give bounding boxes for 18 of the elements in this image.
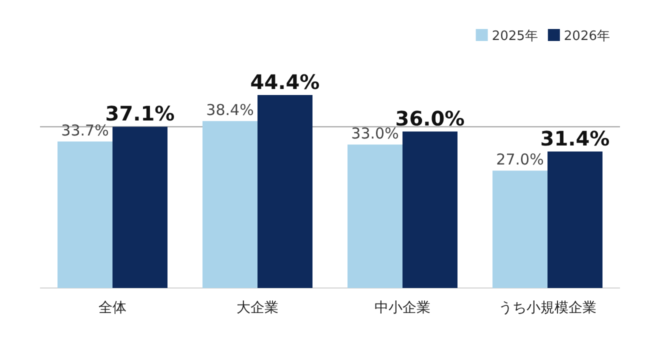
bar — [112, 126, 168, 288]
data-label: 44.4% — [250, 70, 320, 94]
bar — [258, 95, 312, 288]
x-tick-label: 全体 — [98, 300, 126, 316]
legend-label: 2026年 — [564, 29, 610, 44]
bar — [548, 152, 602, 288]
data-label: 31.4% — [540, 126, 610, 151]
bar — [492, 170, 548, 288]
data-label: 27.0% — [496, 150, 544, 169]
bar — [348, 144, 402, 288]
legend-label: 2025年 — [492, 29, 538, 44]
x-tick-label: うち小規模企業 — [498, 300, 596, 316]
data-label: 38.4% — [206, 101, 254, 120]
bar — [58, 142, 112, 288]
x-tick-label: 大企業 — [236, 300, 278, 316]
x-tick-label: 中小企業 — [374, 300, 430, 316]
bar — [402, 132, 458, 288]
bar — [202, 121, 258, 288]
